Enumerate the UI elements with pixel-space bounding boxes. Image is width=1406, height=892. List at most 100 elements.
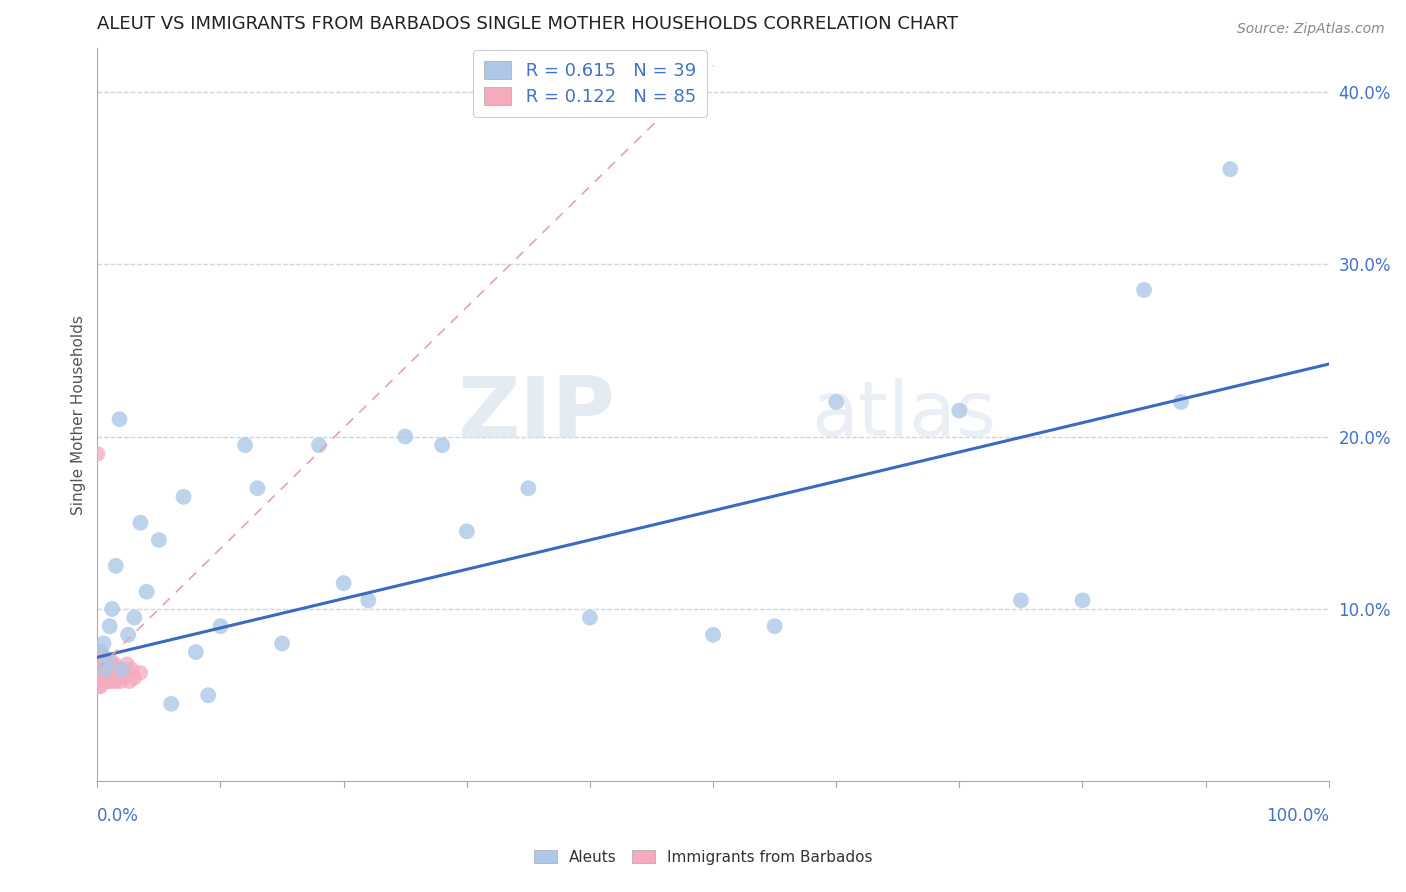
Text: Source: ZipAtlas.com: Source: ZipAtlas.com (1237, 22, 1385, 37)
Point (1071, 593, 1094, 607)
Point (93, 674, 115, 689)
Point (111, 671, 134, 685)
Point (104, 665, 127, 680)
Point (98, 619, 121, 633)
Point (87, 650, 110, 665)
Point (93, 671, 115, 685)
Point (91, 650, 114, 665)
Point (763, 619, 786, 633)
Point (90, 674, 112, 689)
Point (124, 671, 146, 685)
Point (98, 662, 121, 676)
Point (1170, 395, 1192, 409)
Point (702, 628, 724, 642)
Point (87, 680, 110, 694)
Point (93, 650, 115, 665)
Text: 100.0%: 100.0% (1265, 807, 1329, 825)
Point (104, 662, 127, 676)
Point (96, 671, 118, 685)
Point (107, 665, 129, 680)
Point (121, 662, 143, 676)
Point (90, 662, 112, 676)
Point (93, 662, 115, 676)
Point (91, 671, 114, 685)
Point (87, 662, 110, 676)
Point (1219, 162, 1241, 177)
Point (90, 674, 112, 689)
Point (94, 671, 117, 685)
Legend: Aleuts, Immigrants from Barbados: Aleuts, Immigrants from Barbados (527, 844, 879, 871)
Point (100, 665, 122, 680)
Point (108, 412, 131, 426)
Point (89, 671, 111, 685)
Point (124, 610, 146, 624)
Legend:  R = 0.615   N = 39,  R = 0.122   N = 85: R = 0.615 N = 39, R = 0.122 N = 85 (472, 50, 707, 117)
Point (115, 657, 138, 672)
Point (118, 674, 141, 689)
Point (105, 671, 128, 685)
Point (89, 657, 111, 672)
Point (90, 665, 112, 680)
Point (271, 636, 294, 650)
Point (104, 657, 127, 672)
Point (948, 403, 970, 417)
Point (93, 636, 115, 650)
Point (96, 654, 118, 668)
Point (90, 671, 112, 685)
Point (93, 674, 115, 689)
Point (90, 662, 112, 676)
Point (233, 438, 256, 452)
Point (357, 593, 380, 607)
Text: 0.0%: 0.0% (97, 807, 139, 825)
Point (160, 697, 183, 711)
Point (90, 645, 112, 659)
Point (104, 674, 127, 689)
Point (197, 688, 219, 702)
Point (117, 628, 139, 642)
Point (87, 645, 110, 659)
Point (209, 619, 232, 633)
Point (456, 524, 478, 539)
Point (94, 654, 117, 668)
Point (579, 610, 602, 624)
Point (129, 516, 152, 530)
Point (87, 674, 110, 689)
Point (825, 395, 848, 409)
Point (89, 662, 111, 676)
Point (94, 662, 117, 676)
Point (100, 654, 122, 668)
Point (90, 654, 112, 668)
Point (91, 657, 114, 672)
Point (96, 674, 118, 689)
Point (89, 650, 111, 665)
Point (104, 558, 127, 573)
Point (135, 584, 157, 599)
Point (430, 438, 453, 452)
Point (91, 654, 114, 668)
Point (89, 680, 111, 694)
Point (87, 657, 110, 672)
Point (89, 674, 111, 689)
Point (110, 674, 132, 689)
Point (87, 662, 110, 676)
Point (246, 481, 269, 495)
Point (98, 674, 121, 689)
Point (90, 650, 112, 665)
Point (97, 657, 120, 672)
Point (332, 576, 354, 591)
Point (90, 671, 112, 685)
Text: ZIP: ZIP (457, 374, 614, 457)
Point (94, 665, 117, 680)
Point (111, 662, 134, 676)
Point (87, 447, 110, 461)
Point (91, 674, 114, 689)
Point (101, 674, 124, 689)
Point (90, 650, 112, 665)
Point (87, 665, 110, 680)
Point (91, 665, 114, 680)
Point (97, 665, 120, 680)
Point (517, 481, 540, 495)
Point (96, 662, 118, 676)
Point (93, 662, 115, 676)
Point (89, 657, 111, 672)
